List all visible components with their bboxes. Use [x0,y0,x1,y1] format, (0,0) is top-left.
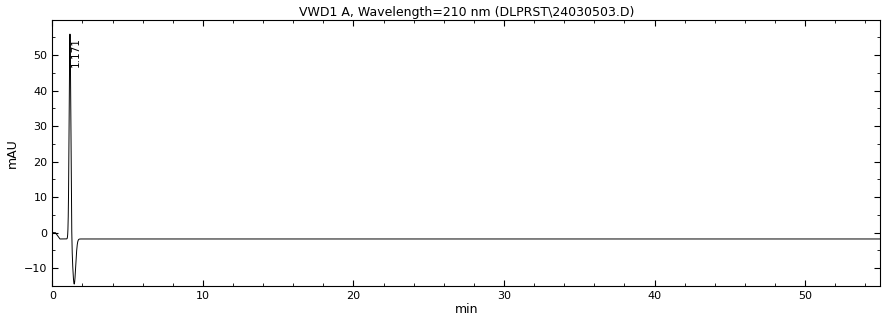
Title: VWD1 A, Wavelength=210 nm (DLPRST\24030503.D): VWD1 A, Wavelength=210 nm (DLPRST\240305… [299,5,634,19]
Text: 1.171: 1.171 [71,37,81,67]
X-axis label: min: min [455,303,478,317]
Y-axis label: mAU: mAU [5,138,19,168]
